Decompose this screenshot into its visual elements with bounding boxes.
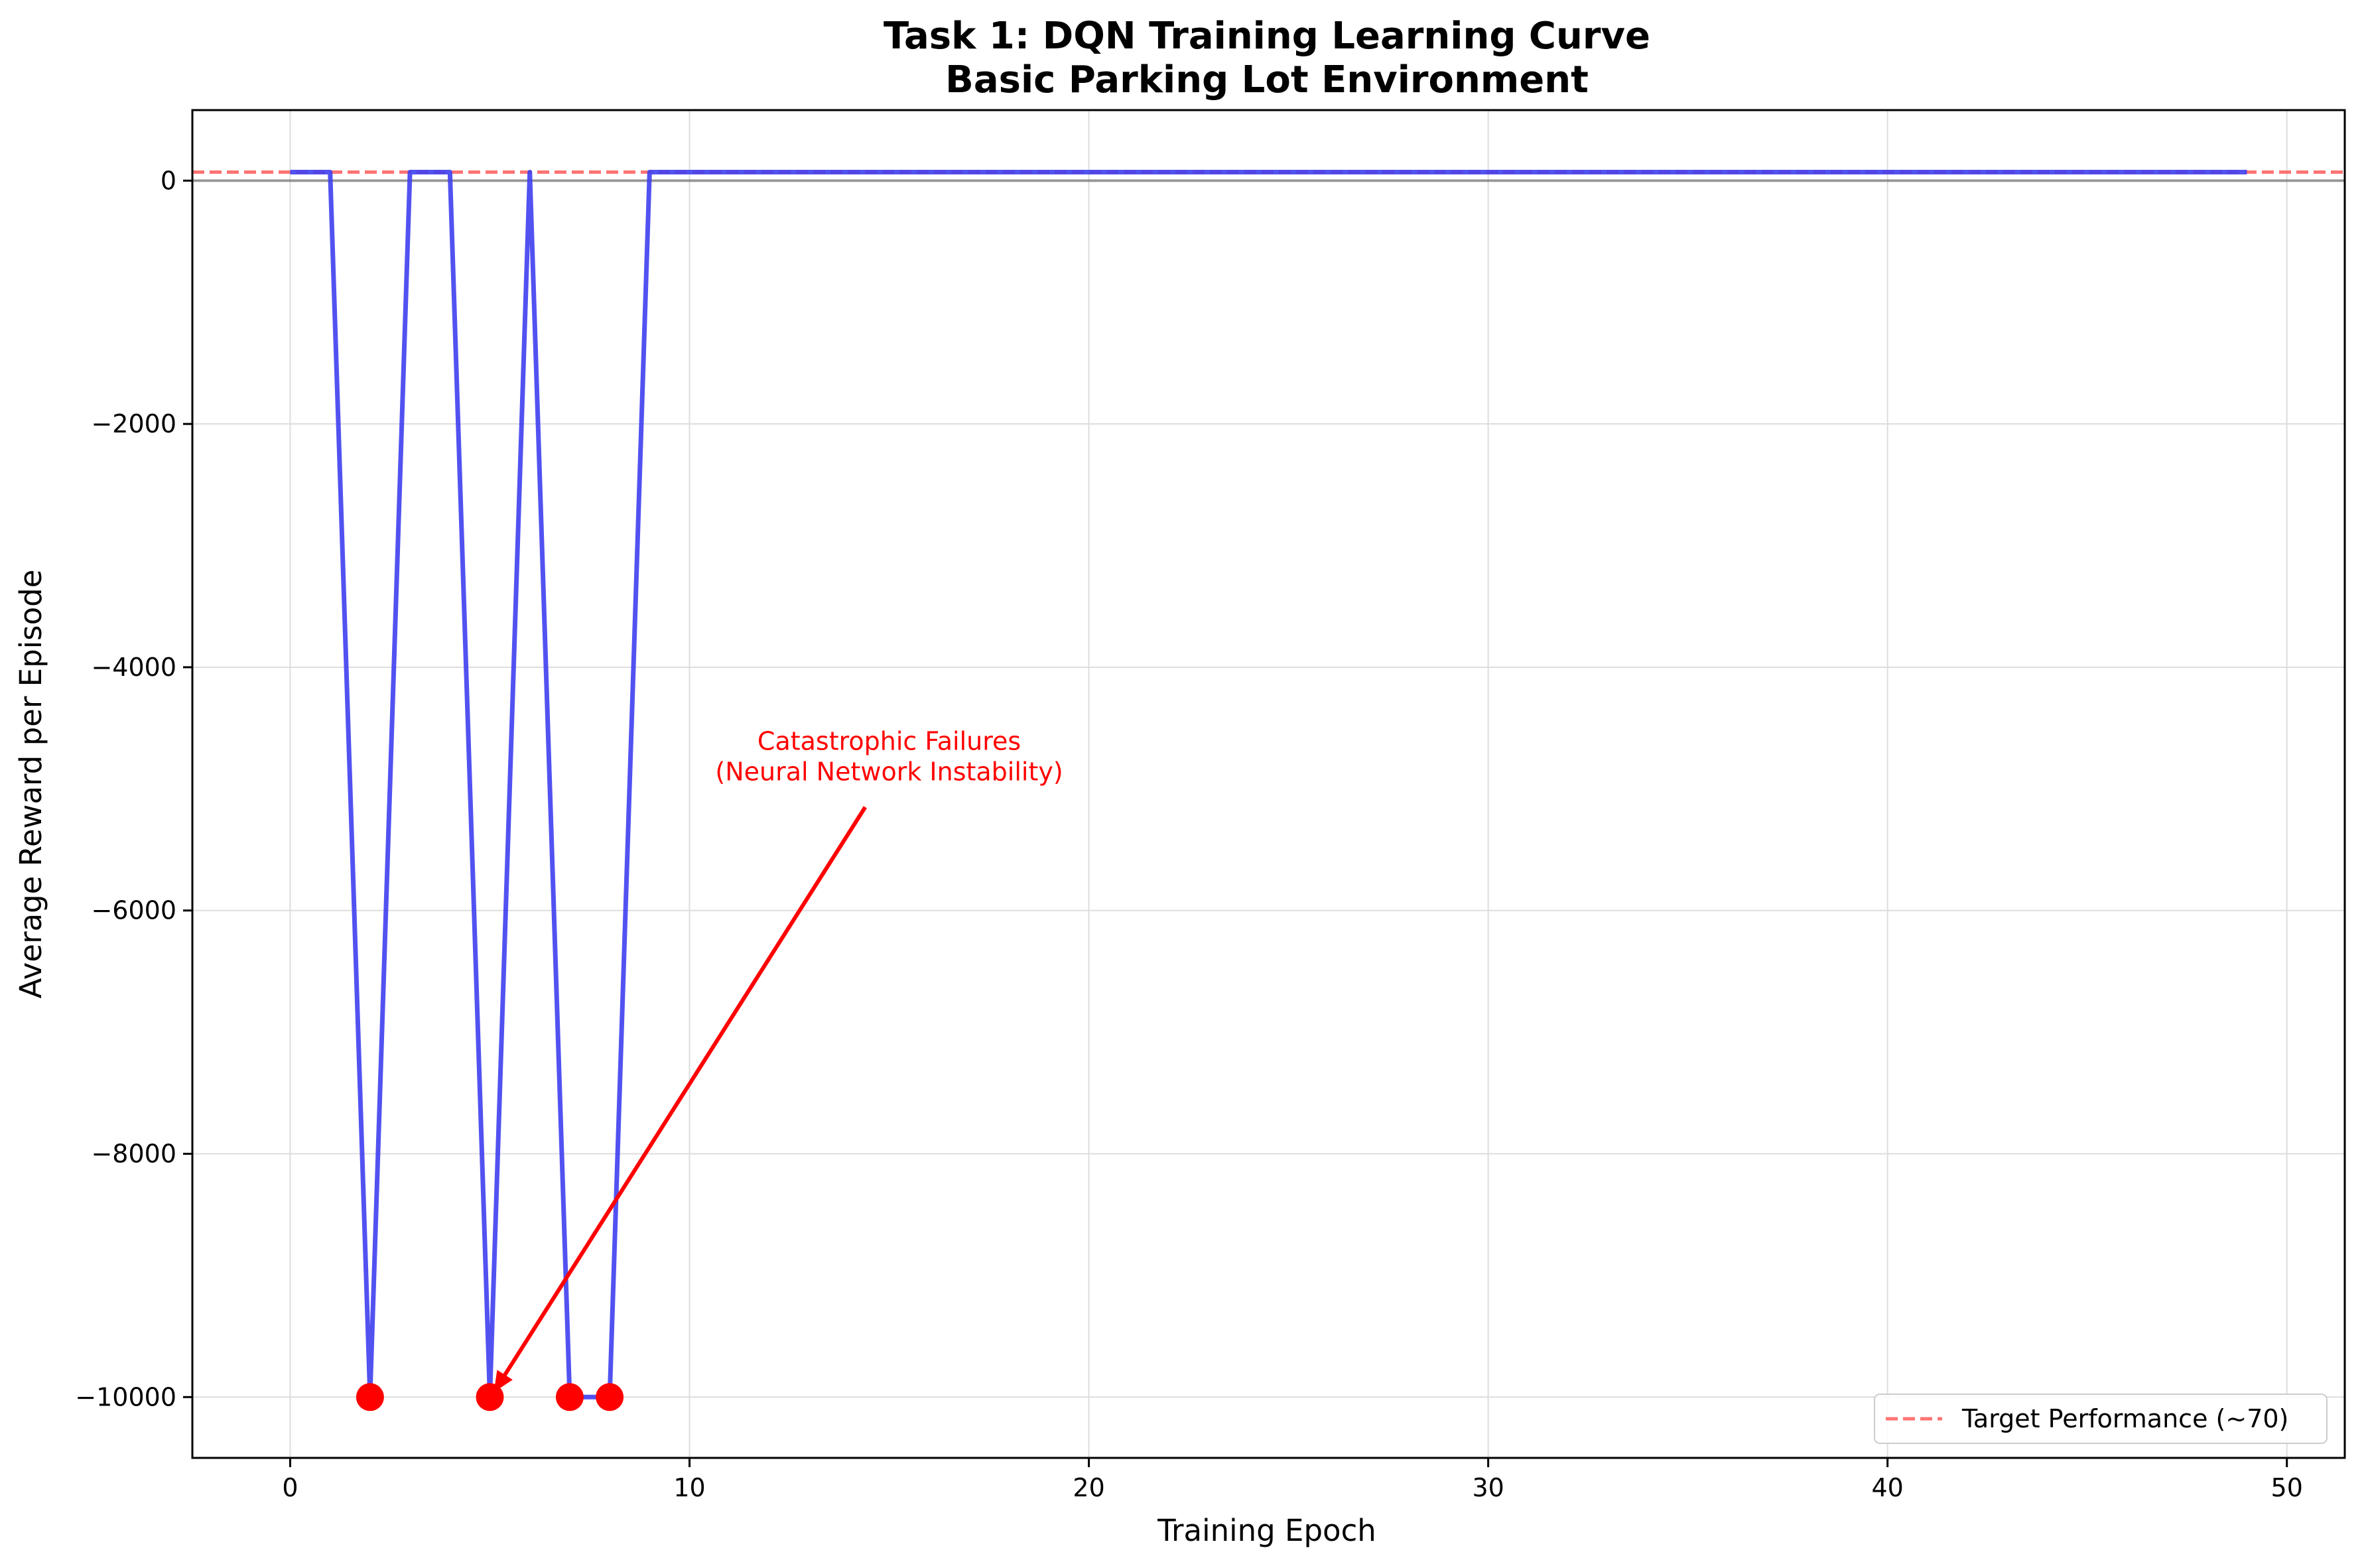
annotation: Catastrophic Failures (Neural Network In…	[492, 727, 1063, 1394]
x-tick-label: 10	[673, 1473, 705, 1502]
chart-title-line-2: Basic Parking Lot Environment	[945, 58, 1589, 101]
y-tick-label: −2000	[91, 409, 176, 438]
annotation-arrow-head	[493, 1370, 513, 1392]
y-tick-label: −8000	[91, 1140, 176, 1169]
x-tick-label: 0	[282, 1473, 298, 1502]
legend-box	[1874, 1394, 2328, 1444]
reward-series-line	[290, 170, 2247, 1400]
annotation-text-line-2: (Neural Network Instability)	[715, 757, 1063, 787]
failure-marker	[596, 1383, 624, 1411]
x-axis-label: Training Epoch	[1157, 1513, 1376, 1548]
series-layer	[290, 170, 2247, 1400]
y-axis-label: Average Reward per Episode	[13, 570, 48, 999]
y-tick-label: −10000	[75, 1382, 176, 1411]
annotation-text-line-1: Catastrophic Failures	[757, 727, 1021, 756]
legend: Target Performance (~70)	[1874, 1394, 2328, 1444]
x-tick-label: 20	[1073, 1473, 1104, 1502]
x-tick-label: 50	[2271, 1473, 2303, 1502]
y-tick-label: 0	[161, 166, 176, 195]
grid	[192, 110, 2345, 1458]
failure-marker	[555, 1383, 584, 1411]
legend-label-target: Target Performance (~70)	[1961, 1404, 2288, 1433]
plot-frame	[191, 109, 2346, 1459]
chart-title-line-1: Task 1: DQN Training Learning Curve	[884, 15, 1650, 58]
failure-points	[356, 1383, 624, 1411]
x-tick-label: 40	[1871, 1473, 1903, 1502]
annotation-arrow-shaft	[492, 806, 867, 1394]
axis-ticks: 0 10 20 30 40 50 0 −2000 −4000 −6000 −8000 −10000	[75, 166, 2303, 1502]
y-tick-label: −4000	[91, 653, 176, 682]
failure-marker	[356, 1383, 384, 1411]
y-tick-label: −6000	[91, 896, 176, 925]
x-tick-label: 30	[1472, 1473, 1504, 1502]
